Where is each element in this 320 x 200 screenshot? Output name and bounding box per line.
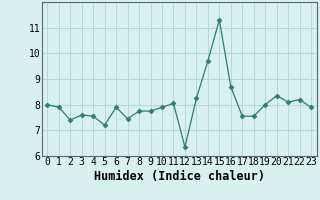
X-axis label: Humidex (Indice chaleur): Humidex (Indice chaleur) <box>94 170 265 183</box>
